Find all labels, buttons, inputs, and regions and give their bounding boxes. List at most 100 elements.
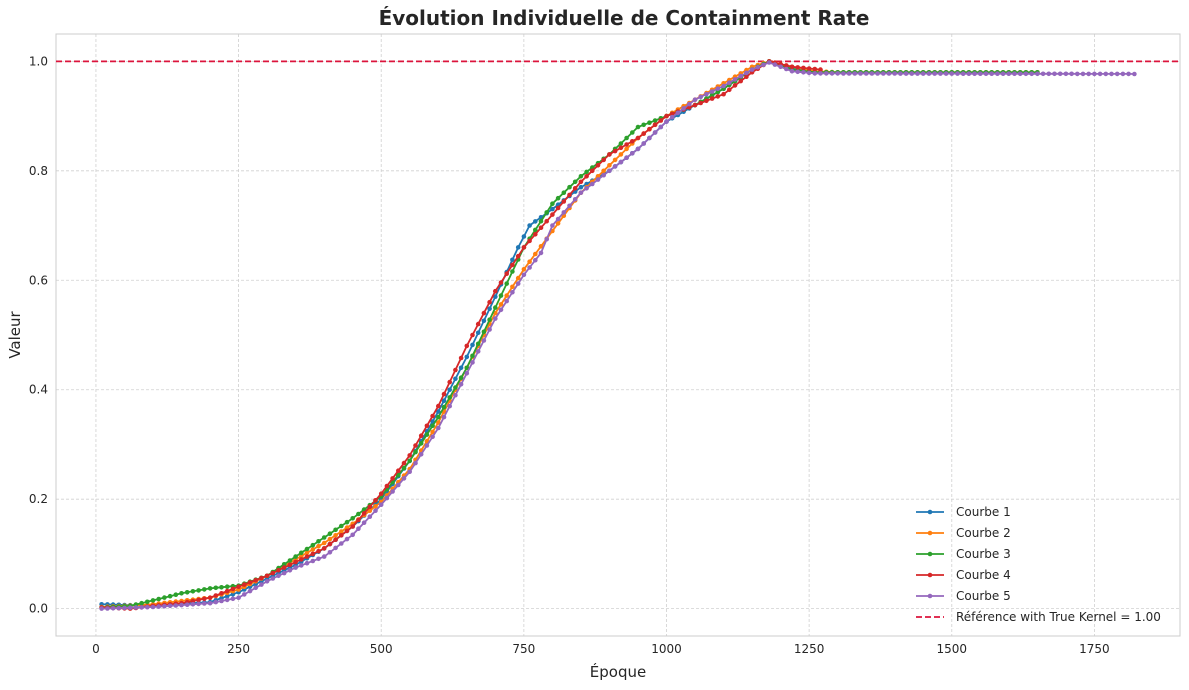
data-point xyxy=(721,91,726,97)
data-point xyxy=(772,62,778,67)
data-point xyxy=(458,355,464,361)
y-tick-label: 0.6 xyxy=(29,273,48,287)
data-point xyxy=(304,546,310,552)
data-point xyxy=(806,66,812,71)
data-point xyxy=(99,606,104,611)
data-point xyxy=(299,563,304,568)
data-point xyxy=(926,71,932,76)
data-point xyxy=(590,181,595,187)
data-point xyxy=(555,195,561,201)
data-point xyxy=(595,177,601,182)
data-point xyxy=(264,579,270,584)
x-tick-label: 1750 xyxy=(1079,642,1110,656)
data-point xyxy=(989,71,994,76)
data-point xyxy=(504,298,510,304)
data-point xyxy=(401,465,407,471)
data-point xyxy=(224,584,230,589)
data-point xyxy=(567,203,572,209)
data-point xyxy=(544,218,549,224)
data-point xyxy=(607,163,612,168)
data-point xyxy=(453,385,458,390)
tick-labels: 0 250 500 750 1000 1250 1500 1750 0.0 0.2 0.4 0.6 0.… xyxy=(29,54,1110,656)
data-point xyxy=(339,529,344,534)
data-point xyxy=(470,360,475,365)
data-point xyxy=(584,186,589,191)
data-point xyxy=(173,592,179,597)
data-point xyxy=(105,606,110,611)
data-point xyxy=(327,536,333,542)
data-point xyxy=(521,234,527,239)
data-point xyxy=(373,504,378,509)
data-point xyxy=(1012,71,1017,76)
data-point xyxy=(498,307,504,313)
data-point xyxy=(538,244,544,249)
data-point xyxy=(236,595,241,600)
data-point xyxy=(624,146,629,152)
data-point xyxy=(190,598,196,604)
data-point xyxy=(470,353,475,359)
data-point xyxy=(475,341,481,347)
data-point xyxy=(224,593,230,599)
data-point xyxy=(721,83,726,89)
data-point xyxy=(886,71,892,76)
data-point xyxy=(179,602,184,608)
data-point xyxy=(510,257,515,263)
data-point xyxy=(367,508,373,513)
data-point xyxy=(179,591,184,596)
data-point xyxy=(1029,71,1034,77)
data-point xyxy=(270,570,276,576)
data-point xyxy=(441,414,447,420)
data-point xyxy=(396,472,401,478)
data-point xyxy=(202,601,207,606)
data-point xyxy=(1069,71,1074,77)
data-point xyxy=(413,460,418,466)
data-point xyxy=(321,540,327,546)
data-point xyxy=(407,469,413,475)
data-point xyxy=(418,433,424,439)
data-point xyxy=(550,223,555,228)
data-point xyxy=(475,330,481,336)
data-point xyxy=(709,93,715,98)
data-point xyxy=(396,482,401,488)
data-point xyxy=(550,201,555,206)
data-point xyxy=(1006,71,1012,76)
x-axis-title: Époque xyxy=(590,662,646,681)
data-point xyxy=(310,542,316,548)
data-point xyxy=(749,67,755,72)
data-point xyxy=(287,558,293,563)
data-point xyxy=(738,73,743,79)
data-point xyxy=(652,130,658,135)
data-point xyxy=(339,541,344,546)
data-point xyxy=(430,429,435,435)
data-point xyxy=(344,536,350,542)
data-point xyxy=(350,516,356,521)
data-point xyxy=(281,565,287,570)
data-point xyxy=(533,232,538,237)
data-point xyxy=(818,67,823,72)
data-point xyxy=(727,80,732,85)
data-point xyxy=(470,342,475,348)
data-point xyxy=(367,514,373,519)
data-point xyxy=(242,582,247,587)
data-point xyxy=(293,554,298,559)
data-point xyxy=(1086,71,1091,77)
legend-label-reference: Référence with True Kernel = 1.00 xyxy=(956,610,1161,624)
data-point xyxy=(447,387,453,393)
data-point xyxy=(327,531,333,536)
data-point xyxy=(630,139,635,144)
data-point xyxy=(538,250,544,256)
data-point xyxy=(333,533,338,538)
data-point xyxy=(287,562,293,568)
data-point xyxy=(321,535,327,540)
data-point xyxy=(184,590,190,595)
data-point xyxy=(755,64,761,70)
data-point xyxy=(464,365,470,371)
data-point xyxy=(903,71,909,76)
data-point xyxy=(207,595,213,600)
data-point xyxy=(236,584,241,589)
data-point xyxy=(1114,71,1120,77)
data-point xyxy=(475,349,481,354)
x-tick-label: 750 xyxy=(512,642,535,656)
data-point xyxy=(955,71,960,76)
